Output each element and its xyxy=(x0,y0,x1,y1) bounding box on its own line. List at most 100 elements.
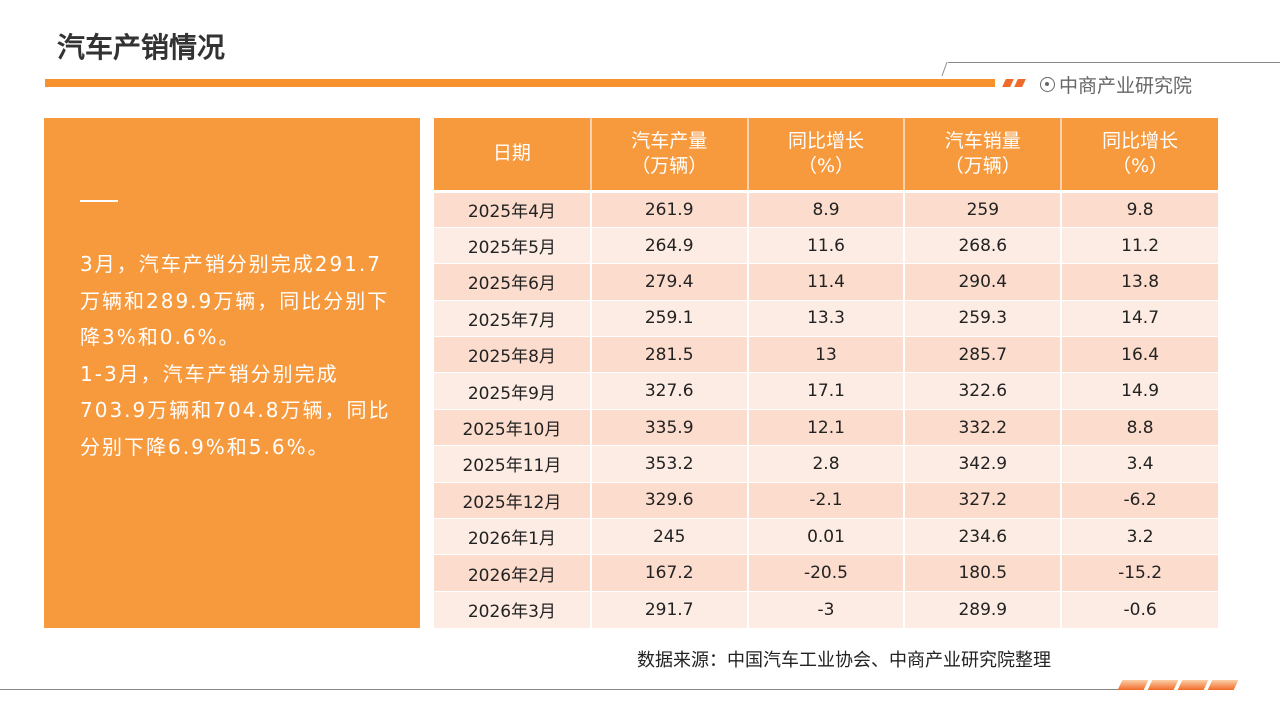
table-cell: 2026年2月 xyxy=(434,554,591,592)
table-row: 2026年1月 245 0.01 234.6 3.2 xyxy=(434,518,1218,555)
table-cell: 291.7 xyxy=(589,590,748,628)
table-cell: 16.4 xyxy=(1060,336,1218,373)
page-title: 汽车产销情况 xyxy=(57,31,226,64)
table-cell: 332.2 xyxy=(903,408,1062,446)
divider xyxy=(948,62,1280,63)
table-cell: 8.8 xyxy=(1060,408,1218,446)
table-cell: 329.6 xyxy=(589,481,748,519)
column-header: 汽车产量 （万辆） xyxy=(589,118,748,193)
column-header-line: （万辆） xyxy=(631,154,708,177)
table-row: 2025年8月 281.5 13 285.7 16.4 xyxy=(434,336,1218,373)
divider xyxy=(80,200,118,202)
table-row: 2025年12月 329.6 -2.1 327.2 -6.2 xyxy=(434,481,1218,519)
table-row: 2026年2月 167.2 -20.5 180.5 -15.2 xyxy=(434,554,1218,592)
table-cell: 17.1 xyxy=(746,372,905,410)
table-cell: 2026年3月 xyxy=(434,590,591,628)
table-cell: 290.4 xyxy=(903,263,1062,301)
table-cell: 2.8 xyxy=(746,445,905,483)
table-cell: 259.3 xyxy=(903,299,1062,337)
table-cell: 264.9 xyxy=(589,226,748,264)
table-cell: -15.2 xyxy=(1060,554,1218,592)
table-cell: 3.4 xyxy=(1060,445,1218,483)
decor-slash xyxy=(1002,79,1014,87)
table-cell: 2025年12月 xyxy=(434,481,591,519)
decor-slash xyxy=(1117,680,1149,690)
header-bar xyxy=(45,79,995,87)
column-header-line: （%） xyxy=(1112,154,1169,177)
table-cell: 13.8 xyxy=(1060,263,1218,301)
table-cell: -2.1 xyxy=(746,481,905,519)
table-cell: 2025年9月 xyxy=(434,372,591,410)
table-cell: 279.4 xyxy=(589,263,748,301)
table-cell: -0.6 xyxy=(1060,590,1218,628)
column-header-line: （%） xyxy=(797,154,855,177)
table-cell: 13 xyxy=(746,336,905,373)
table-cell: 14.9 xyxy=(1060,372,1218,410)
column-header: 汽车销量 （万辆） xyxy=(903,118,1062,193)
table-cell: 2025年4月 xyxy=(434,190,591,228)
table-cell: -6.2 xyxy=(1060,481,1218,519)
brand-name: 中商产业研究院 xyxy=(1059,75,1193,97)
table-cell: 0.01 xyxy=(746,518,905,555)
table-cell: 14.7 xyxy=(1060,299,1218,337)
summary-panel: 3月，汽车产销分别完成291.7万辆和289.9万辆，同比分别下降3%和0.6%… xyxy=(44,118,420,628)
table-cell: 281.5 xyxy=(589,336,748,373)
summary-paragraph: 3月，汽车产销分别完成291.7万辆和289.9万辆，同比分别下降3%和0.6%… xyxy=(80,252,390,349)
table-row: 2025年7月 259.1 13.3 259.3 14.7 xyxy=(434,299,1218,337)
divider xyxy=(0,689,1120,690)
table-cell: 353.2 xyxy=(589,445,748,483)
column-header: 同比增长 （%） xyxy=(1060,118,1218,193)
table-cell: 2025年10月 xyxy=(434,408,591,446)
table-cell: -3 xyxy=(746,590,905,628)
column-header: 同比增长 （%） xyxy=(746,118,905,193)
table-cell: 180.5 xyxy=(903,554,1062,592)
table-cell: 13.3 xyxy=(746,299,905,337)
table-cell: 167.2 xyxy=(589,554,748,592)
table-cell: 268.6 xyxy=(903,226,1062,264)
summary-paragraph: 1-3月，汽车产销分别完成703.9万辆和704.8万辆，同比分别下降6.9%和… xyxy=(80,361,391,459)
table-cell: 12.1 xyxy=(746,408,905,446)
table-cell: 327.6 xyxy=(589,372,748,410)
table-cell: 2025年5月 xyxy=(434,226,591,264)
table-cell: 259.1 xyxy=(589,299,748,337)
table-cell: 2025年7月 xyxy=(434,299,591,337)
table-cell: 9.8 xyxy=(1060,190,1218,228)
table-row: 2026年3月 291.7 -3 289.9 -0.6 xyxy=(434,590,1218,628)
table-cell: 2026年1月 xyxy=(434,518,591,555)
table-cell: 11.2 xyxy=(1060,226,1218,264)
table-cell: 335.9 xyxy=(589,408,748,446)
table-row: 2025年10月 335.9 12.1 332.2 8.8 xyxy=(434,408,1218,446)
data-table: 日期 汽车产量 （万辆） 同比增长 （%） 汽车销量 （万辆） 同比增长 （%） 2025年4月… xyxy=(434,118,1218,628)
table-cell: 2025年11月 xyxy=(434,445,591,483)
table-cell: 2025年6月 xyxy=(434,263,591,301)
divider xyxy=(941,62,948,76)
decor-slash xyxy=(1014,79,1026,87)
table-cell: 259 xyxy=(903,190,1062,228)
decor-slash xyxy=(1147,680,1179,690)
brand-logo: 中商产业研究院 xyxy=(1040,71,1192,98)
table-row: 2025年6月 279.4 11.4 290.4 13.8 xyxy=(434,263,1218,301)
table-cell: 3.2 xyxy=(1060,518,1218,555)
column-header-line: 同比增长 xyxy=(1102,129,1179,152)
source-note: 数据来源：中国汽车工业协会、中商产业研究院整理 xyxy=(637,650,1051,671)
column-header-line: 同比增长 xyxy=(787,129,864,152)
table-cell: 8.9 xyxy=(746,190,905,228)
table-cell: 285.7 xyxy=(903,336,1062,373)
summary-text: 3月，汽车产销分别完成291.7万辆和289.9万辆，同比分别下降3%和0.6%… xyxy=(80,246,392,465)
table-cell: 342.9 xyxy=(903,445,1062,483)
table-cell: 11.4 xyxy=(746,263,905,301)
decor-slash xyxy=(1207,680,1239,690)
table-cell: 327.2 xyxy=(903,481,1062,519)
column-header: 日期 xyxy=(434,118,591,193)
column-header-line: 日期 xyxy=(492,142,531,165)
column-header-line: 汽车销量 xyxy=(944,129,1021,152)
table-row: 2025年11月 353.2 2.8 342.9 3.4 xyxy=(434,445,1218,483)
table-cell: 2025年8月 xyxy=(434,336,591,373)
table-cell: 234.6 xyxy=(903,518,1062,555)
table-cell: -20.5 xyxy=(746,554,905,592)
logo-icon xyxy=(1040,77,1055,92)
table-row: 2025年5月 264.9 11.6 268.6 11.2 xyxy=(434,226,1218,264)
decor-slash xyxy=(1177,680,1209,690)
table-cell: 11.6 xyxy=(746,226,905,264)
table-cell: 245 xyxy=(589,518,748,555)
